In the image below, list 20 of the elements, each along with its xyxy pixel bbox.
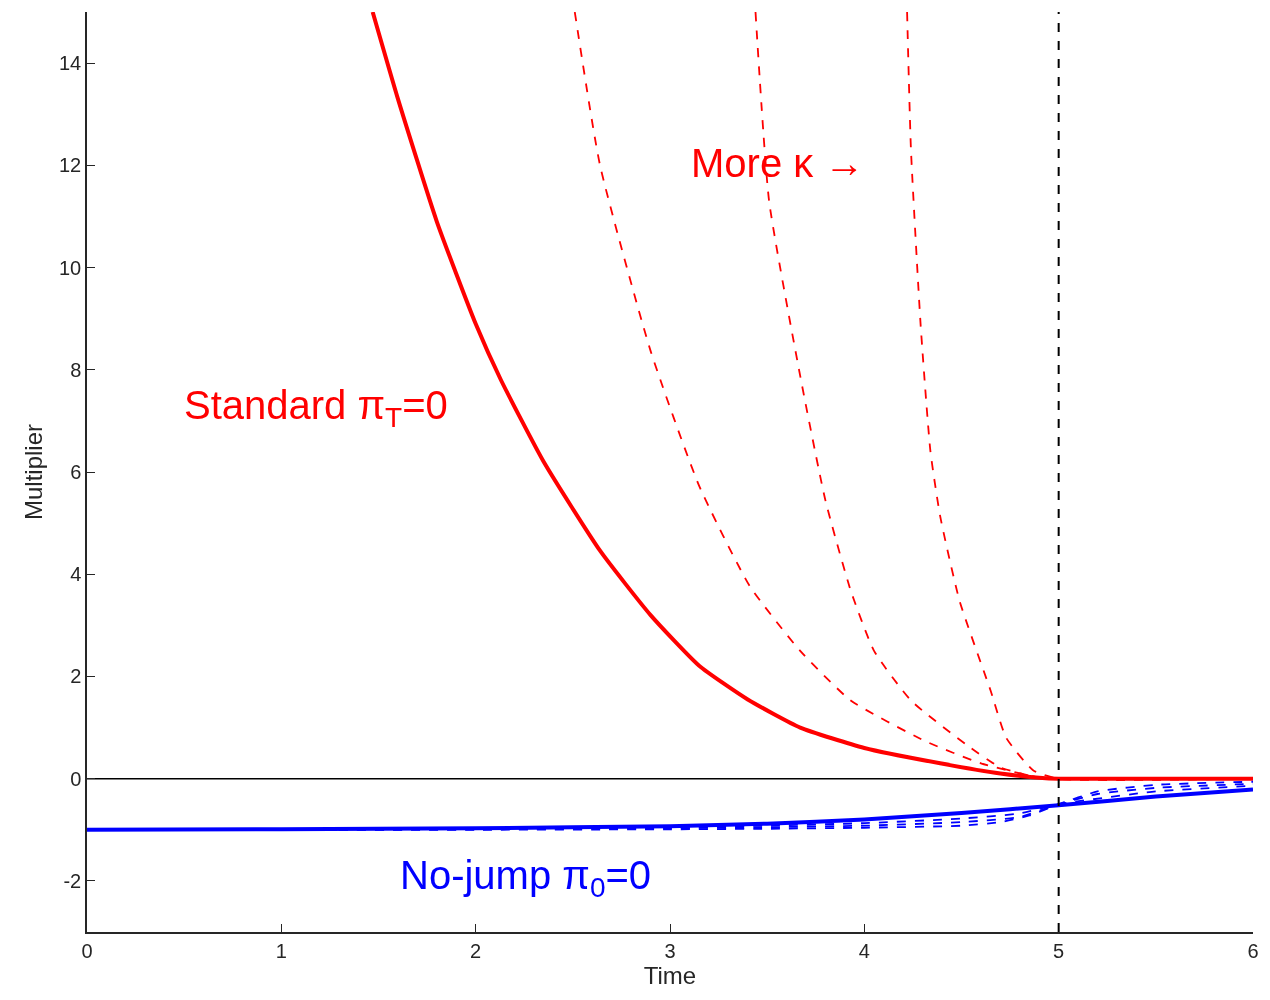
y-tick-label: 10: [59, 256, 82, 279]
y-tick-label: 2: [70, 665, 82, 688]
x-tick-label: 3: [664, 939, 676, 962]
series-label: Standard π$_{T}$=0: [184, 383, 448, 434]
x-tick-label: 1: [275, 939, 287, 962]
x-tick-label: 6: [1247, 939, 1259, 962]
x-tick-label: 5: [1053, 939, 1065, 962]
y-tick-label: 6: [70, 461, 82, 483]
y-tick-label: 14: [59, 52, 82, 75]
x-axis-title: Time: [643, 961, 697, 989]
y-tick-label: 8: [70, 358, 82, 381]
x-tick-label: 4: [858, 939, 870, 962]
x-tick-label: 2: [470, 939, 482, 962]
y-tick-label: -2: [63, 869, 82, 892]
y-axis-title: Multiplier: [19, 423, 47, 521]
y-tick-label: 12: [59, 154, 82, 177]
y-tick-label: 4: [70, 563, 82, 586]
series-label: No-jump π$_{0}$=0: [400, 853, 652, 904]
y-tick-label: 0: [70, 767, 82, 790]
annotation: More κ →: [691, 141, 865, 185]
